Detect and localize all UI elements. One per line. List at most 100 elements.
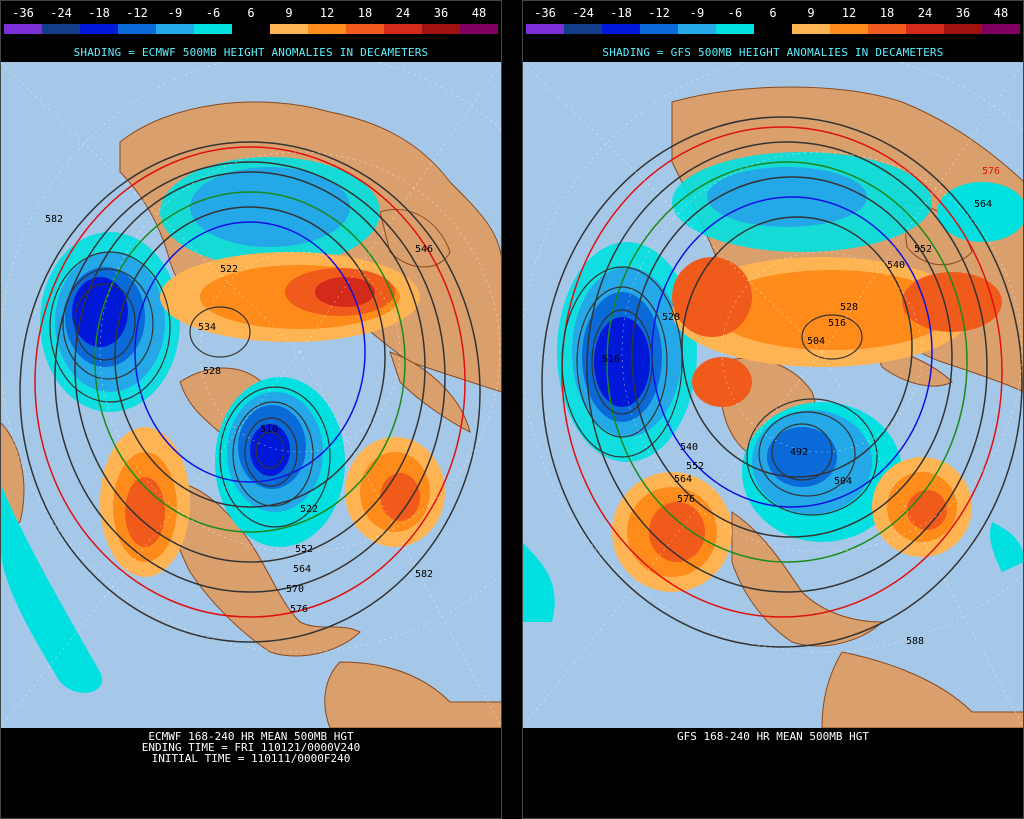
scale-swatch xyxy=(830,24,868,34)
contour-label: 582 xyxy=(415,569,433,580)
contour-label: 552 xyxy=(914,244,932,255)
scale-label: -36 xyxy=(12,6,34,20)
contour-label: 564 xyxy=(974,199,992,210)
caption-line-2: ENDING TIME = FRI 110121/0000V240 xyxy=(141,741,361,754)
scale-label: 18 xyxy=(879,6,895,20)
scale-swatch xyxy=(384,24,422,34)
scale-label: 48 xyxy=(993,6,1009,20)
gfs-map: 576 564 552 540 528 516 504 528 516 540 … xyxy=(522,62,1024,728)
contour-label: 582 xyxy=(45,214,63,225)
scale-swatch xyxy=(564,24,602,34)
caption-line-1: GFS 168-240 HR MEAN 500MB HGT xyxy=(676,730,870,743)
contour-label: 492 xyxy=(790,447,808,458)
scale-label: 36 xyxy=(955,6,971,20)
contour-label: 540 xyxy=(887,260,905,271)
scale-swatch xyxy=(308,24,346,34)
graticule xyxy=(522,62,1024,728)
contour-label: 516 xyxy=(260,424,278,435)
scale-label: 36 xyxy=(433,6,449,20)
contour-label: 540 xyxy=(680,442,698,453)
scale-label: -9 xyxy=(689,6,705,20)
scale-swatch xyxy=(194,24,232,34)
scale-swatch xyxy=(982,24,1020,34)
panel-divider xyxy=(502,0,522,819)
color-scale-labels: -36 -24 -18 -12 -9 -6 6 9 12 18 24 36 48 xyxy=(522,6,1024,20)
scale-label: -18 xyxy=(610,6,632,20)
graticule xyxy=(0,62,502,728)
contour-labels: 582 546 522 534 528 516 522 552 564 570 … xyxy=(45,214,433,615)
scale-label: 9 xyxy=(285,6,293,20)
height-contours xyxy=(541,116,1023,648)
color-scale-labels: -36 -24 -18 -12 -9 -6 6 9 12 18 24 36 48 xyxy=(0,6,502,20)
scale-label: -9 xyxy=(167,6,183,20)
scale-label: -12 xyxy=(648,6,670,20)
scale-label: 18 xyxy=(357,6,373,20)
scale-swatch xyxy=(602,24,640,34)
color-scale-bar xyxy=(526,24,1020,34)
contour-label: 528 xyxy=(662,312,680,323)
ecmwf-panel: -36 -24 -18 -12 -9 -6 6 9 12 18 24 36 48 SHADING = E… xyxy=(0,0,502,819)
scale-label: -18 xyxy=(88,6,110,20)
contour-label: 504 xyxy=(834,476,852,487)
contour-label: 528 xyxy=(203,366,221,377)
scale-label: 9 xyxy=(807,6,815,20)
scale-label: -12 xyxy=(126,6,148,20)
scale-swatch xyxy=(944,24,982,34)
contour-label: 522 xyxy=(300,504,318,515)
contour-label: 522 xyxy=(220,264,238,275)
scale-swatch xyxy=(792,24,830,34)
scale-swatch xyxy=(118,24,156,34)
scale-swatch xyxy=(460,24,498,34)
scale-swatch xyxy=(270,24,308,34)
scale-swatch xyxy=(868,24,906,34)
scale-label: 12 xyxy=(841,6,857,20)
contour-label: 576 xyxy=(290,604,308,615)
scale-swatch xyxy=(4,24,42,34)
contour-label: 528 xyxy=(840,302,858,313)
scale-swatch xyxy=(422,24,460,34)
contour-label: 516 xyxy=(828,318,846,329)
contour-label: 576 xyxy=(982,166,1000,177)
contour-label: 546 xyxy=(415,244,433,255)
height-contours xyxy=(19,141,481,643)
scale-label: 6 xyxy=(769,6,777,20)
contour-label: 564 xyxy=(674,474,692,485)
contour-label: 564 xyxy=(293,564,311,575)
scale-label: 6 xyxy=(247,6,255,20)
scale-swatch xyxy=(232,24,270,34)
scale-label: -6 xyxy=(205,6,221,20)
contour-label: 534 xyxy=(198,322,216,333)
contour-label: 576 xyxy=(677,494,695,505)
scale-swatch xyxy=(156,24,194,34)
caption-line-1: ECMWF 168-240 HR MEAN 500MB HGT xyxy=(148,730,354,743)
contour-label: 570 xyxy=(286,584,304,595)
scale-label: 24 xyxy=(395,6,411,20)
scale-swatch xyxy=(716,24,754,34)
scale-label: 48 xyxy=(471,6,487,20)
scale-swatch xyxy=(42,24,80,34)
scale-label: 24 xyxy=(917,6,933,20)
gfs-panel: -36 -24 -18 -12 -9 -6 6 9 12 18 24 36 48 SHADING = G… xyxy=(522,0,1024,819)
scale-label: -6 xyxy=(727,6,743,20)
contour-label: 552 xyxy=(295,544,313,555)
scale-label: 12 xyxy=(319,6,335,20)
ecmwf-map: 582 546 522 534 528 516 522 552 564 570 … xyxy=(0,62,502,728)
scale-swatch xyxy=(640,24,678,34)
anomaly-shading xyxy=(522,152,1024,622)
scale-swatch xyxy=(346,24,384,34)
scale-label: -24 xyxy=(50,6,72,20)
shading-title: SHADING = ECMWF 500MB HEIGHT ANOMALIES I… xyxy=(73,46,429,59)
scale-label: -24 xyxy=(572,6,594,20)
contour-label: 552 xyxy=(686,461,704,472)
scale-swatch xyxy=(906,24,944,34)
shading-title: SHADING = GFS 500MB HEIGHT ANOMALIES IN … xyxy=(602,46,944,59)
color-scale-bar xyxy=(4,24,498,34)
contour-label: 516 xyxy=(602,354,620,365)
contour-labels: 576 564 552 540 528 516 504 528 516 540 … xyxy=(602,166,1000,647)
scale-swatch xyxy=(754,24,792,34)
scale-swatch xyxy=(526,24,564,34)
scale-swatch xyxy=(678,24,716,34)
caption-line-3: INITIAL TIME = 110111/0000F240 xyxy=(151,752,351,765)
scale-swatch xyxy=(80,24,118,34)
contour-label: 588 xyxy=(906,636,924,647)
